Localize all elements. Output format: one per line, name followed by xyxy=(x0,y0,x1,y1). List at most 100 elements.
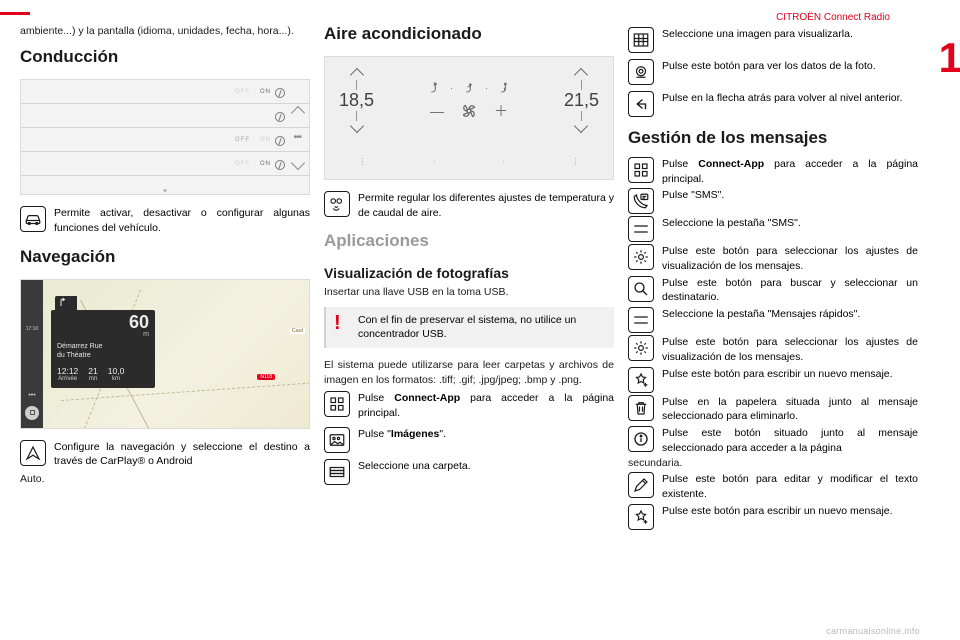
nav-card: 60 m Démarrez Rue du Théatre 12:12Arrivé… xyxy=(51,310,155,388)
info-tail: secundaria. xyxy=(628,456,918,471)
text: Seleccione la pestaña "Mensajes rápidos"… xyxy=(662,307,918,322)
apps-grid-icon xyxy=(628,157,654,183)
column-1: ambiente...) y la pantalla (idioma, unid… xyxy=(20,24,310,632)
intro-text: ambiente...) y la pantalla (idioma, unid… xyxy=(20,24,310,39)
figure-ac: 18,5 · · — ＋ xyxy=(324,56,614,180)
header-product: CITROËN Connect Radio xyxy=(776,12,890,23)
row-trash: Pulse en la papelera situada junto al me… xyxy=(628,395,918,424)
plus-icon: ＋ xyxy=(494,101,508,121)
text: Permite regular los diferentes ajustes d… xyxy=(358,191,614,220)
temp-right: 21,5 xyxy=(564,70,599,131)
star-plus-icon xyxy=(628,504,654,530)
row-nav-desc: Configure la navegación y seleccione el … xyxy=(20,440,310,469)
chevron-up-icon xyxy=(574,68,588,82)
arrival-time: 12:12 xyxy=(57,367,78,376)
heading-conduccion: Conducción xyxy=(20,47,310,67)
row-settings-1: Pulse este botón para seleccionar los aj… xyxy=(628,244,918,273)
more-icon: ••• xyxy=(28,394,35,398)
heading-navegacion: Navegación xyxy=(20,247,310,267)
page-number: 10 xyxy=(939,34,960,82)
label-on: ON xyxy=(260,161,271,167)
arrival-label: Arrivée xyxy=(57,376,78,383)
label-off: OFF xyxy=(235,137,250,143)
chevron-up-icon xyxy=(349,68,363,82)
images-icon xyxy=(324,427,350,453)
toggle-row xyxy=(21,104,309,128)
seat-up-icon xyxy=(426,80,442,96)
page: ambiente...) y la pantalla (idioma, unid… xyxy=(0,0,960,640)
row-view-image: Seleccione una imagen para visualizarla. xyxy=(628,27,918,53)
pencil-icon xyxy=(628,472,654,498)
pager-dot xyxy=(164,189,167,192)
text: Pulse este botón para seleccionar los aj… xyxy=(662,335,918,364)
tab-icon xyxy=(628,216,654,242)
label-off: OFF xyxy=(235,161,250,167)
text: Pulse "SMS". xyxy=(662,188,918,203)
dot: · xyxy=(450,83,453,93)
distance-km: 10,0 xyxy=(108,367,125,376)
dots-icon: ⋮ xyxy=(358,157,366,166)
row-search: Pulse este botón para buscar y seleccion… xyxy=(628,276,918,305)
column-3: Seleccione una imagen para visualizarla.… xyxy=(628,24,918,632)
climate-icon xyxy=(324,191,350,217)
info-icon xyxy=(628,426,654,452)
turn-icon xyxy=(55,296,77,310)
row-settings-2: Pulse este botón para seleccionar los aj… xyxy=(628,335,918,364)
temp-value-right: 21,5 xyxy=(564,90,599,111)
figure-conduccion: OFF ON OFF ON OFF ON ••• xyxy=(20,79,310,195)
seat-mid-icon xyxy=(461,80,477,96)
phone-sms-icon xyxy=(628,188,654,214)
minus-icon: — xyxy=(430,103,444,119)
row-connect-app: Pulse Connect-App para acceder a la pági… xyxy=(324,391,614,420)
temp-value-left: 18,5 xyxy=(339,90,374,111)
row-connect-app: Pulse Connect-App para acceder a la pági… xyxy=(628,157,918,186)
heading-mensajes: Gestión de los mensajes xyxy=(628,128,918,148)
more-icon: ••• xyxy=(293,132,301,143)
ac-top: 18,5 · · — ＋ xyxy=(325,57,613,145)
street-line2: du Théatre xyxy=(57,352,149,361)
duration-label: mn xyxy=(88,376,97,383)
text: Permite activar, desactivar o configurar… xyxy=(54,206,310,235)
toggle-row: OFF ON xyxy=(21,128,309,152)
text: Pulse este botón para ver los datos de l… xyxy=(662,59,918,74)
folder-icon xyxy=(324,459,350,485)
label-on: ON xyxy=(260,89,271,95)
ac-mid: · · — ＋ xyxy=(426,80,512,122)
chevron-down-icon xyxy=(574,119,588,133)
heading-aplicaciones: Aplicaciones xyxy=(324,231,614,251)
heading-fotos: Visualización de fotografías xyxy=(324,265,614,281)
row-images: Pulse "Imágenes". xyxy=(324,427,614,453)
nav-sidebar: 17:10 ••• xyxy=(21,280,43,428)
row-ac-desc: Permite regular los diferentes ajustes d… xyxy=(324,191,614,220)
text: Pulse este botón para seleccionar los aj… xyxy=(662,244,918,273)
row-folder: Seleccione una carpeta. xyxy=(324,459,614,485)
text: Pulse este botón para editar y modificar… xyxy=(662,472,918,501)
duration-min: 21 xyxy=(88,367,97,376)
car-icon xyxy=(20,206,46,232)
label-on: ON xyxy=(260,137,271,143)
dot: · xyxy=(433,157,436,166)
row-back: Pulse en la flecha atrás para volver al … xyxy=(628,91,918,117)
dots-icon: ⋮ xyxy=(572,157,580,166)
chevron-down-icon xyxy=(349,119,363,133)
gear-icon xyxy=(628,244,654,270)
temp-left: 18,5 xyxy=(339,70,374,131)
accent-bar xyxy=(0,12,30,15)
stop-button-icon xyxy=(25,406,39,420)
trash-icon xyxy=(628,395,654,421)
nav-tail: Auto. xyxy=(20,472,310,487)
airflow-icons: · · xyxy=(426,80,512,96)
text: Pulse en la papelera situada junto al me… xyxy=(662,395,918,424)
text: Pulse "Imágenes". xyxy=(358,427,614,442)
row-conduccion-desc: Permite activar, desactivar o configurar… xyxy=(20,206,310,235)
row-info: Pulse este botón situado junto al mensaj… xyxy=(628,426,918,455)
distance-unit: m xyxy=(57,331,149,340)
row-new-1: Pulse este botón para escribir un nuevo … xyxy=(628,367,918,393)
text: Pulse Connect-App para acceder a la pági… xyxy=(358,391,614,420)
text: Seleccione una carpeta. xyxy=(358,459,614,474)
map-label-cast: Cast xyxy=(290,328,305,334)
watermark: carmanualsonline.info xyxy=(826,626,920,636)
tab-icon xyxy=(628,307,654,333)
toggle-row: OFF ON xyxy=(21,80,309,104)
text: Pulse este botón para escribir un nuevo … xyxy=(662,504,918,519)
